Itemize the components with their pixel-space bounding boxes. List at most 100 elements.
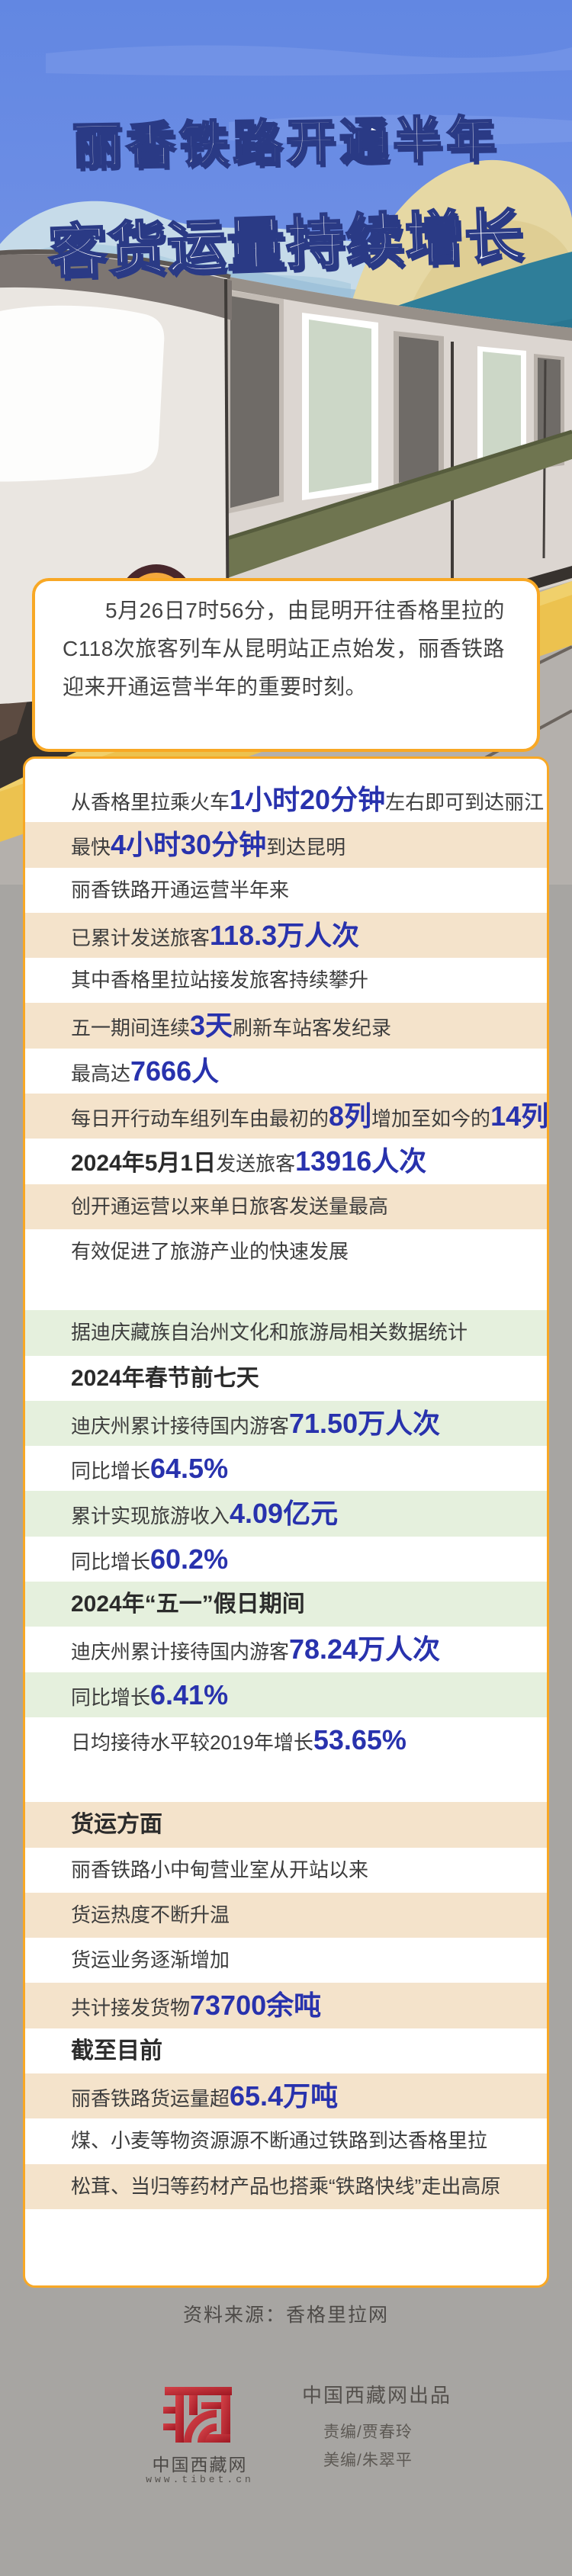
stat-highlight: 8列 xyxy=(329,1100,372,1132)
stat-text: 增加至如今的 xyxy=(371,1107,491,1131)
stat-row: 迪庆州累计接待国内游客71.50万人次 xyxy=(25,1400,547,1447)
stat-row: 同比增长6.41% xyxy=(25,1672,547,1717)
stat-text: 同比增长 xyxy=(71,1685,151,1709)
stat-text: 丽香铁路开通运营半年来 xyxy=(71,878,290,901)
stat-text: 刷新车站客发纪录 xyxy=(233,1017,392,1040)
stat-text: 有效促进了旅游产业的快速发展 xyxy=(71,1239,349,1263)
stat-row: 货运业务逐渐增加 xyxy=(25,1938,547,1983)
stat-row: 丽香铁路小中甸营业室从开站以来 xyxy=(25,1847,547,1893)
stat-text: 据迪庆藏族自治州文化和旅游局相关数据统计 xyxy=(71,1321,468,1344)
credit-editor: 责编/贾春玲 xyxy=(323,2423,413,2441)
stat-text: 其中香格里拉站接发旅客持续攀升 xyxy=(71,968,369,992)
stat-text: 累计实现旅游收入 xyxy=(71,1505,230,1528)
stat-text: 迪庆州累计接待国内游客 xyxy=(71,1414,290,1437)
stats-section-gap xyxy=(25,1762,547,1803)
stat-header: 2024年5月1日 xyxy=(71,1151,217,1177)
source-line: 资料来源：香格里拉网 xyxy=(182,2305,389,2326)
brand-name: 中国西藏网 xyxy=(152,2455,248,2475)
stats-section-gap xyxy=(25,1274,547,1311)
stat-text: 五一期间连续 xyxy=(71,1017,191,1040)
stat-highlight: 71.50万人次 xyxy=(289,1407,441,1439)
stat-text: 已累计发送旅客 xyxy=(71,926,210,949)
train-door xyxy=(230,296,279,508)
stat-text: 迪庆州累计接待国内游客 xyxy=(71,1640,290,1664)
stat-highlight: 6.41% xyxy=(150,1678,229,1710)
stat-text: 日均接待水平较2019年增长 xyxy=(71,1730,313,1754)
stat-header: 货运方面 xyxy=(71,1812,162,1838)
stat-row: 从香格里拉乘火车1小时20分钟左右即可到达丽江 xyxy=(25,777,547,823)
intro-text: 5月26日7时56分，由昆明开往香格里拉的C118次旅客列车从昆明站正点始发，丽… xyxy=(63,599,505,699)
stat-highlight: 65.4万吨 xyxy=(230,2080,339,2112)
stat-text: 货运业务逐渐增加 xyxy=(71,1948,230,1972)
stat-row: 有效促进了旅游产业的快速发展 xyxy=(25,1229,547,1275)
stat-text: 创开通运营以来单日旅客发送量最高 xyxy=(71,1194,389,1218)
footer: 中国西藏网 www.tibet.cn 中国西藏网出品 责编/贾春玲 美编/朱翠平 xyxy=(0,2380,572,2510)
stat-row: 迪庆州累计接待国内游客78.24万人次 xyxy=(25,1627,547,1672)
stat-header: 2024年“五一”假日期间 xyxy=(71,1592,305,1617)
stat-highlight: 4.09亿元 xyxy=(230,1498,339,1530)
stat-row: 松茸、当归等药材产品也搭乘“铁路快线”走出高原 xyxy=(25,2163,547,2209)
stat-row: 货运方面 xyxy=(25,1802,547,1848)
stat-row: 货运热度不断升温 xyxy=(25,1892,547,1938)
stat-row: 其中香格里拉站接发旅客持续攀升 xyxy=(25,958,547,1004)
train-door xyxy=(399,336,439,483)
stat-text: 到达昆明 xyxy=(266,836,346,859)
stat-text: 最快 xyxy=(71,836,111,859)
stat-row: 2024年春节前七天 xyxy=(25,1355,547,1401)
stat-row: 五一期间连续3天刷新车站客发纪录 xyxy=(25,1003,547,1049)
stat-highlight: 53.65% xyxy=(313,1723,407,1755)
stat-highlight: 118.3万人次 xyxy=(210,919,360,951)
stat-row: 每日开行动车组列车由最初的8列增加至如今的14列 xyxy=(25,1094,547,1139)
windshield xyxy=(0,305,165,482)
stat-header: 2024年春节前七天 xyxy=(71,1365,259,1391)
stat-row: 日均接待水平较2019年增长53.65% xyxy=(25,1717,547,1763)
stat-row: 已累计发送旅客118.3万人次 xyxy=(25,912,547,959)
stat-text: 货运热度不断升温 xyxy=(71,1903,230,1926)
stat-text: 同比增长 xyxy=(71,1550,151,1573)
stat-row: 丽香铁路开通运营半年来 xyxy=(25,867,547,913)
stat-text: 左右即可到达丽江 xyxy=(385,791,545,814)
stat-row: 2024年“五一”假日期间 xyxy=(25,1582,547,1627)
stat-text: 发送旅客 xyxy=(216,1152,296,1176)
stats-rows: 从香格里拉乘火车1小时20分钟左右即可到达丽江 最快4小时30分钟到达昆明 丽香铁路… xyxy=(25,777,547,2209)
stat-highlight: 3天 xyxy=(190,1010,233,1042)
train-stripe xyxy=(227,432,572,578)
stat-row: 2024年5月1日发送旅客13916人次 xyxy=(25,1139,547,1184)
stat-row: 同比增长64.5% xyxy=(25,1446,547,1492)
stat-highlight: 60.2% xyxy=(150,1543,229,1575)
stat-text: 丽香铁路小中甸营业室从开站以来 xyxy=(71,1858,369,1881)
brand-url: www.tibet.cn xyxy=(146,2474,254,2485)
stat-row: 据迪庆藏族自治州文化和旅游局相关数据统计 xyxy=(25,1310,547,1356)
stat-row: 最快4小时30分钟到达昆明 xyxy=(25,822,547,868)
stat-row: 同比增长60.2% xyxy=(25,1536,547,1582)
stat-highlight: 4小时30分钟 xyxy=(111,829,267,861)
stat-text: 松茸、当归等药材产品也搭乘“铁路快线”走出高原 xyxy=(71,2174,501,2198)
train-window xyxy=(309,320,371,493)
stat-text: 最高达 xyxy=(71,1062,131,1085)
stat-highlight: 7666人 xyxy=(130,1055,220,1087)
stat-header: 截至目前 xyxy=(71,2038,162,2064)
tibet-logo-icon xyxy=(163,2387,232,2443)
stat-text: 丽香铁路货运量超 xyxy=(71,2087,230,2111)
stat-row: 最高达7666人 xyxy=(25,1048,547,1094)
train-window xyxy=(483,352,521,471)
produced-by: 中国西藏网出品 xyxy=(302,2384,452,2407)
stat-highlight: 1小时20分钟 xyxy=(230,784,386,815)
stat-row: 丽香铁路货运量超65.4万吨 xyxy=(25,2073,547,2119)
stat-text: 共计接发货物 xyxy=(71,1996,191,2020)
hero-title-line1: 丽香铁路开通半年 xyxy=(71,111,501,175)
stat-row: 煤、小麦等物资源源不断通过铁路到达香格里拉 xyxy=(25,2118,547,2164)
stat-text: 每日开行动车组列车由最初的 xyxy=(71,1107,329,1131)
stat-text: 从香格里拉乘火车 xyxy=(71,791,230,814)
stat-row: 共计接发货物73700余吨 xyxy=(25,1983,547,2028)
stat-text: 同比增长 xyxy=(71,1460,151,1483)
stat-row: 创开通运营以来单日旅客发送量最高 xyxy=(25,1184,547,1229)
stat-highlight: 13916人次 xyxy=(295,1145,427,1177)
stat-text: 煤、小麦等物资源源不断通过铁路到达香格里拉 xyxy=(71,2129,488,2153)
stat-row: 截至目前 xyxy=(25,2028,547,2074)
intro-card: 5月26日7时56分，由昆明开往香格里拉的C118次旅客列车从昆明站正点始发，丽… xyxy=(32,578,540,752)
stat-highlight: 78.24万人次 xyxy=(289,1633,441,1665)
stat-highlight: 14列 xyxy=(490,1100,549,1132)
stats-card: 从香格里拉乘火车1小时20分钟左右即可到达丽江 最快4小时30分钟到达昆明 丽香铁路… xyxy=(23,756,549,2288)
